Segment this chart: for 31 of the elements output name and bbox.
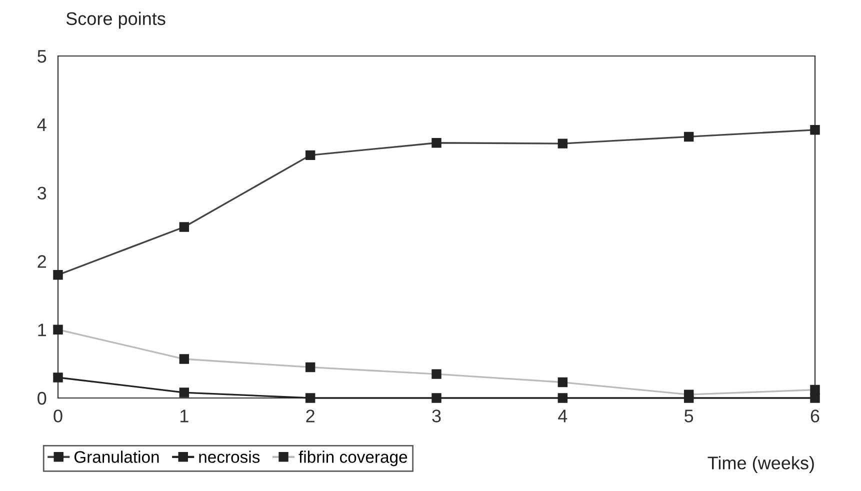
point (810, 393, 820, 403)
y-tick-label: 5 (38, 50, 46, 63)
y-axis-title: Score points (66, 12, 166, 29)
point (558, 393, 568, 403)
point (305, 393, 316, 403)
point (53, 270, 63, 280)
y-tick-label: 4 (37, 118, 46, 131)
x-tick-label: 3 (432, 410, 441, 422)
legend-label: Granulation (74, 450, 159, 463)
x-tick-label: 6 (810, 410, 820, 422)
x-tick-label: 1 (180, 410, 188, 422)
x-tick-label: 5 (684, 410, 694, 422)
point (305, 150, 316, 160)
point (684, 132, 694, 142)
x-tick-label: 4 (558, 410, 568, 422)
x-axis-title: Time (weeks) (708, 456, 814, 473)
point (810, 125, 820, 135)
y-tick-label: 0 (38, 392, 46, 405)
point (53, 372, 63, 382)
legend-label: necrosis (199, 450, 260, 463)
y-tick-label: 2 (38, 255, 46, 268)
legend-label: fibrin coverage (298, 450, 408, 466)
point (432, 138, 442, 148)
x-tick-label: 2 (306, 410, 314, 422)
point (179, 222, 190, 232)
y-tick-label: 1 (38, 324, 46, 336)
y-tick-label: 3 (38, 186, 46, 200)
point (432, 393, 442, 403)
x-tick-label: 0 (54, 410, 62, 422)
point (558, 138, 568, 148)
point (179, 388, 190, 398)
